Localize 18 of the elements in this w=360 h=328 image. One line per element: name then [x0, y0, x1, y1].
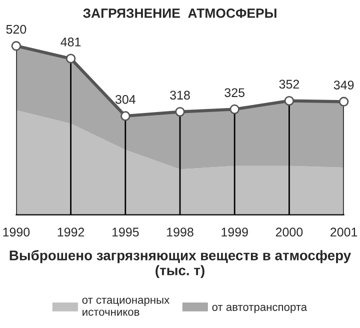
- x-tick-label: 1992: [58, 228, 84, 237]
- chart-title: ЗАГРЯЗНЕНИЕ АТМОСФЕРЫ: [83, 8, 276, 18]
- legend-label: от стационарных источников: [82, 298, 170, 316]
- annotation: 349: [334, 80, 354, 90]
- x-tick-label: 1999: [222, 228, 248, 237]
- x-tick-label: 1990: [3, 228, 30, 237]
- annotation: 520: [6, 24, 26, 34]
- x-tick-label: 2001: [330, 228, 358, 237]
- annotation: 481: [60, 38, 81, 46]
- legend-label: от автотранспорта: [212, 304, 308, 314]
- x-tick-label: 1995: [112, 228, 139, 237]
- annotation: 325: [224, 88, 245, 98]
- x-tick-label: 2000: [276, 228, 303, 237]
- annotation: 352: [279, 80, 299, 89]
- annotation: 304: [115, 94, 136, 104]
- annotation: 318: [170, 90, 190, 100]
- x-tick-label: 1998: [167, 228, 194, 237]
- x-axis-title: Выброшено загрязняющих веществ в атмосферу (тыс. т): [10, 250, 352, 278]
